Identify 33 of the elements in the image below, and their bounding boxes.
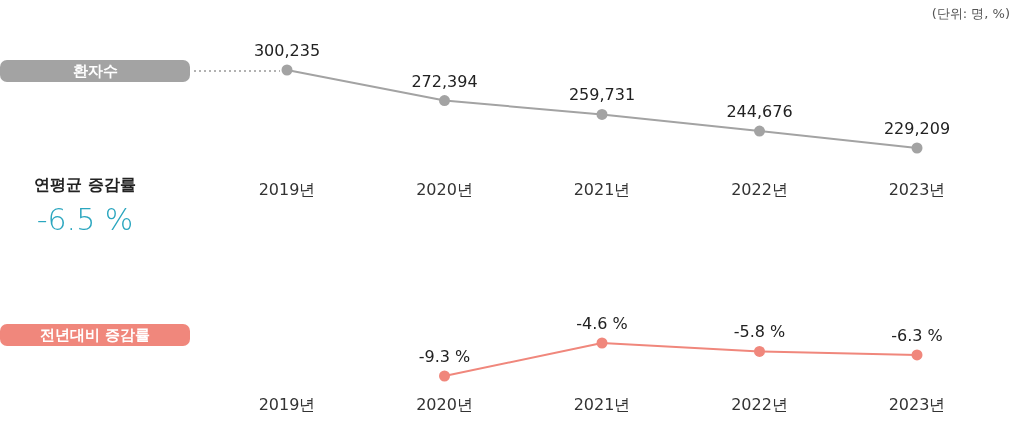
point <box>754 125 765 137</box>
data-label: -9.3 % <box>418 347 471 366</box>
x-tick-label: 2022년 <box>731 180 788 199</box>
x-tick-label: 2021년 <box>573 395 631 414</box>
data-label: 259,731 <box>568 85 636 105</box>
data-label: 229,209 <box>883 119 951 138</box>
data-label: -4.6 % <box>576 314 628 333</box>
point <box>911 349 923 361</box>
text: -6.5 % <box>36 202 134 237</box>
x-tick-label: 2020년 <box>416 395 473 414</box>
point <box>281 64 293 76</box>
x-tick-label: 2021년 <box>573 180 631 199</box>
data-label: 244,676 <box>726 102 793 122</box>
x-tick-label: 2020년 <box>416 180 473 199</box>
x-tick-label: 2019년 <box>258 180 316 199</box>
text: (단위: 명, %) <box>931 6 1010 21</box>
data-label: 272,394 <box>411 71 478 91</box>
data-label: 300,235 <box>253 41 321 60</box>
data-label: -5.8 % <box>733 322 786 342</box>
text: 환자수 <box>72 62 118 80</box>
point <box>754 345 765 357</box>
point <box>439 370 450 382</box>
text: 전년대비 증감률 <box>39 326 151 344</box>
x-tick-label: 2023년 <box>888 180 946 199</box>
text: 연평균 증감률 <box>34 175 136 194</box>
x-tick-label: 2022년 <box>731 395 788 414</box>
x-tick-label: 2023년 <box>888 395 946 414</box>
point <box>911 142 923 154</box>
data-label: -6.3 % <box>891 325 943 345</box>
point <box>596 108 608 120</box>
point <box>439 95 450 107</box>
point <box>596 337 608 349</box>
x-tick-label: 2019년 <box>258 395 316 414</box>
